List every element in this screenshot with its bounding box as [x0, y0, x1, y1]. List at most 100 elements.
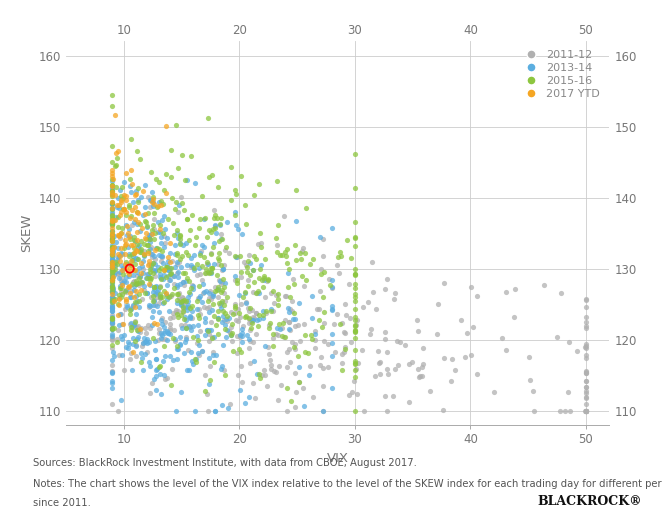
- Point: [119, 205, 130, 213]
- Point: [250, 394, 261, 402]
- Point: [176, 311, 187, 319]
- Point: [107, 192, 118, 200]
- Point: [116, 310, 126, 318]
- Point: [276, 251, 287, 260]
- Point: [509, 285, 520, 294]
- Point: [379, 392, 390, 400]
- Point: [126, 305, 136, 313]
- Point: [151, 283, 162, 292]
- Point: [127, 180, 138, 188]
- Point: [116, 283, 126, 292]
- Point: [168, 334, 179, 342]
- Point: [160, 327, 171, 336]
- Point: [263, 324, 274, 333]
- Point: [350, 233, 360, 241]
- Point: [133, 333, 144, 341]
- Point: [353, 358, 363, 367]
- Point: [278, 319, 289, 327]
- Point: [371, 305, 381, 313]
- Point: [144, 233, 154, 241]
- Point: [350, 334, 360, 342]
- Point: [236, 273, 246, 281]
- Point: [237, 230, 248, 238]
- Point: [139, 285, 150, 294]
- Point: [136, 237, 146, 246]
- Point: [197, 192, 207, 200]
- Point: [250, 309, 261, 318]
- Point: [107, 187, 118, 195]
- Point: [236, 268, 246, 276]
- Point: [154, 325, 164, 333]
- Point: [260, 342, 270, 350]
- Point: [303, 349, 314, 357]
- Point: [418, 344, 428, 352]
- Point: [107, 296, 118, 304]
- Point: [128, 334, 138, 342]
- Point: [258, 311, 268, 320]
- Point: [113, 295, 124, 303]
- Point: [187, 211, 198, 219]
- Point: [138, 210, 148, 219]
- Point: [265, 355, 275, 364]
- Point: [185, 348, 196, 356]
- Point: [581, 369, 591, 377]
- Point: [150, 272, 160, 280]
- Point: [113, 244, 124, 253]
- Point: [140, 289, 150, 297]
- Point: [205, 249, 216, 257]
- Point: [253, 287, 263, 295]
- Point: [124, 213, 135, 222]
- Point: [113, 231, 124, 239]
- Point: [150, 229, 161, 237]
- Point: [143, 269, 154, 278]
- Point: [128, 255, 138, 264]
- Point: [151, 355, 162, 363]
- Point: [159, 323, 169, 332]
- Point: [581, 393, 591, 401]
- Point: [134, 328, 145, 337]
- Point: [164, 292, 175, 300]
- Point: [285, 358, 295, 366]
- Point: [107, 185, 118, 194]
- Point: [203, 174, 214, 182]
- Point: [245, 259, 256, 267]
- Point: [107, 282, 118, 290]
- Point: [130, 215, 140, 223]
- Point: [248, 288, 259, 296]
- Point: [173, 313, 183, 321]
- Point: [128, 236, 139, 244]
- Point: [107, 318, 118, 326]
- Point: [237, 378, 248, 386]
- Point: [144, 303, 155, 311]
- Point: [107, 270, 118, 279]
- Point: [345, 314, 355, 322]
- Point: [304, 371, 314, 379]
- Point: [581, 407, 591, 415]
- Point: [242, 257, 253, 265]
- Point: [112, 335, 122, 343]
- Point: [271, 234, 281, 242]
- Point: [113, 213, 123, 222]
- Point: [206, 318, 216, 326]
- Point: [220, 242, 231, 251]
- Point: [326, 306, 337, 314]
- Point: [297, 247, 308, 255]
- Point: [203, 326, 214, 334]
- Point: [137, 186, 148, 195]
- Point: [179, 338, 190, 346]
- Point: [159, 266, 169, 275]
- Point: [252, 369, 263, 378]
- Point: [177, 298, 188, 307]
- Point: [144, 237, 155, 246]
- Point: [160, 225, 170, 234]
- Point: [273, 362, 284, 370]
- Point: [107, 265, 118, 273]
- Point: [413, 327, 424, 335]
- Point: [148, 209, 159, 217]
- Point: [113, 232, 124, 240]
- Point: [175, 280, 185, 288]
- Point: [107, 290, 118, 298]
- Point: [107, 243, 118, 252]
- Point: [107, 180, 118, 189]
- Point: [156, 275, 166, 283]
